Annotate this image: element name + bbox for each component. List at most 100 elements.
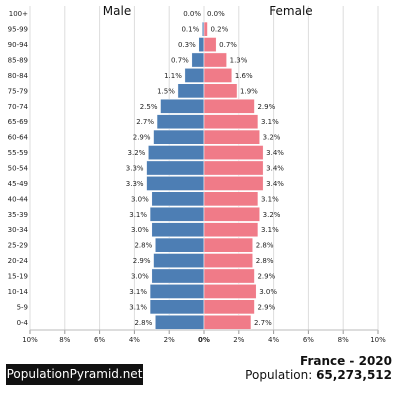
male-bar bbox=[146, 160, 205, 176]
brand-logo[interactable]: PopulationPyramid.net bbox=[6, 364, 143, 385]
male-bar bbox=[149, 299, 205, 315]
male-bar bbox=[149, 206, 205, 222]
x-tick-label: 0% bbox=[198, 336, 210, 344]
age-group-label: 60-64 bbox=[8, 134, 29, 142]
female-value-label: 2.9% bbox=[257, 273, 275, 281]
male-value-label: 0.1% bbox=[181, 26, 199, 34]
male-value-label: 2.8% bbox=[134, 319, 152, 327]
female-bar bbox=[203, 160, 264, 176]
female-value-label: 2.9% bbox=[257, 103, 275, 111]
age-group-label: 80-84 bbox=[8, 72, 29, 80]
male-bar bbox=[151, 268, 205, 284]
female-bar bbox=[203, 222, 259, 238]
female-value-label: 1.3% bbox=[230, 57, 248, 65]
male-value-label: 3.0% bbox=[131, 226, 149, 234]
x-tick-label: 10% bbox=[22, 336, 38, 344]
male-value-label: 3.3% bbox=[126, 180, 144, 188]
female-bar bbox=[203, 98, 255, 114]
female-bar bbox=[203, 253, 253, 268]
female-value-label: 3.2% bbox=[263, 211, 281, 219]
male-value-label: 3.0% bbox=[131, 273, 149, 281]
male-value-label: 3.1% bbox=[129, 288, 147, 296]
female-bar bbox=[203, 268, 255, 284]
female-value-label: 2.8% bbox=[256, 242, 274, 250]
x-tick-label: 2% bbox=[233, 336, 244, 344]
female-value-label: 1.9% bbox=[240, 87, 258, 95]
male-value-label: 0.3% bbox=[178, 41, 196, 49]
x-tick-label: 2% bbox=[164, 336, 175, 344]
female-bar bbox=[203, 284, 257, 299]
female-bar bbox=[203, 299, 255, 315]
male-bar bbox=[202, 21, 205, 37]
male-value-label: 2.9% bbox=[133, 257, 151, 265]
female-value-label: 0.0% bbox=[207, 10, 225, 18]
female-bar bbox=[203, 37, 217, 52]
male-bar bbox=[155, 314, 205, 330]
female-side-label: Female bbox=[269, 4, 312, 18]
male-bar bbox=[146, 176, 205, 191]
age-group-label: 30-34 bbox=[8, 226, 29, 234]
age-group-label: 95-99 bbox=[8, 26, 28, 34]
age-group-label: 100+ bbox=[9, 10, 28, 18]
male-bar bbox=[149, 284, 205, 299]
x-tick-label: 6% bbox=[94, 336, 105, 344]
age-group-label: 45-49 bbox=[8, 180, 28, 188]
female-value-label: 3.1% bbox=[261, 226, 279, 234]
female-value-label: 3.4% bbox=[266, 180, 284, 188]
male-value-label: 2.8% bbox=[134, 242, 152, 250]
male-value-label: 2.5% bbox=[140, 103, 158, 111]
male-value-label: 3.1% bbox=[129, 303, 147, 311]
age-group-label: 70-74 bbox=[8, 103, 29, 111]
female-value-label: 3.2% bbox=[263, 134, 281, 142]
age-group-label: 5-9 bbox=[17, 303, 28, 311]
male-value-label: 0.0% bbox=[183, 10, 201, 18]
x-tick-label: 4% bbox=[129, 336, 140, 344]
female-bar bbox=[203, 129, 260, 145]
x-tick-label: 10% bbox=[370, 336, 386, 344]
female-value-label: 1.6% bbox=[235, 72, 253, 80]
male-value-label: 1.5% bbox=[157, 87, 175, 95]
male-bar bbox=[177, 83, 205, 99]
x-tick-label: 6% bbox=[303, 336, 314, 344]
female-bar bbox=[203, 206, 260, 222]
male-bar bbox=[184, 68, 205, 83]
female-value-label: 2.8% bbox=[256, 257, 274, 265]
age-group-label: 85-89 bbox=[8, 57, 28, 65]
female-bar bbox=[203, 176, 264, 191]
chart-country-year: France - 2020 bbox=[300, 354, 392, 368]
female-value-label: 0.2% bbox=[210, 26, 228, 34]
female-bar bbox=[203, 68, 233, 83]
male-bar bbox=[151, 222, 205, 238]
female-bar bbox=[203, 191, 259, 207]
age-group-label: 40-44 bbox=[8, 195, 29, 203]
female-bar bbox=[203, 52, 227, 68]
male-bar bbox=[148, 145, 205, 160]
male-bar bbox=[151, 191, 205, 207]
population-value: 65,273,512 bbox=[316, 368, 392, 382]
female-value-label: 3.1% bbox=[261, 195, 279, 203]
female-value-label: 3.4% bbox=[266, 149, 284, 157]
population-label: Population: bbox=[245, 368, 317, 382]
female-value-label: 3.1% bbox=[261, 118, 279, 126]
male-value-label: 1.1% bbox=[164, 72, 182, 80]
age-group-label: 55-59 bbox=[8, 149, 28, 157]
age-group-label: 35-39 bbox=[8, 211, 28, 219]
age-group-label: 10-14 bbox=[8, 288, 29, 296]
male-bar bbox=[153, 253, 205, 268]
age-group-label: 50-54 bbox=[8, 165, 29, 173]
male-value-label: 3.3% bbox=[126, 165, 144, 173]
male-value-label: 3.1% bbox=[129, 211, 147, 219]
age-group-label: 15-19 bbox=[8, 273, 28, 281]
x-tick-label: 8% bbox=[338, 336, 349, 344]
male-bar bbox=[198, 37, 205, 52]
male-value-label: 2.9% bbox=[133, 134, 151, 142]
female-value-label: 2.7% bbox=[254, 319, 272, 327]
female-bar bbox=[203, 145, 264, 160]
age-group-label: 65-69 bbox=[8, 118, 28, 126]
female-bar bbox=[203, 83, 238, 99]
age-group-label: 75-79 bbox=[8, 87, 28, 95]
male-value-label: 3.0% bbox=[131, 195, 149, 203]
male-value-label: 3.2% bbox=[128, 149, 146, 157]
male-bar bbox=[160, 98, 205, 114]
